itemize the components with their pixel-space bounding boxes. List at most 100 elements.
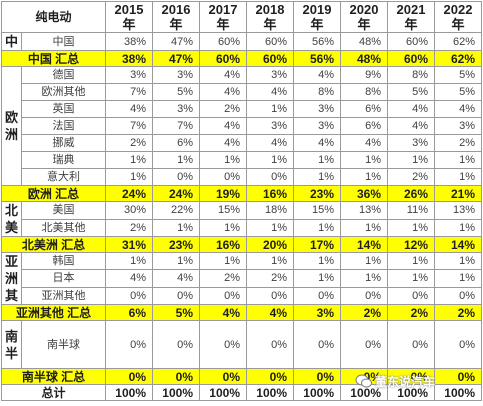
value-cell: 4% — [293, 134, 341, 152]
value-cell: 0% — [434, 286, 482, 306]
value-cell: 1% — [246, 100, 294, 118]
value-cell: 1% — [293, 168, 341, 186]
region-cell: 欧洲 — [1, 66, 22, 186]
region-cell: 北美 — [1, 201, 22, 237]
region-cell: 亚洲其 — [1, 252, 22, 305]
table-row: 日本 4% 4% 2% 2% 1% 1% 1% 1% — [2, 269, 482, 288]
country-cell: 意大利 — [21, 168, 106, 186]
value-cell: 4% — [387, 117, 435, 135]
country-cell: 法国 — [21, 117, 106, 135]
value-cell: 22% — [152, 201, 200, 220]
value-cell: 0% — [105, 368, 153, 385]
subtotal-row: 亚洲其他 汇总 6% 5% 4% 4% 3% 2% 2% 2% — [1, 304, 482, 321]
value-cell: 60% — [387, 32, 435, 51]
value-cell: 8% — [340, 83, 388, 101]
table-row: 南半南半球 0% 0% 0% 0% 0% 0% 0% 0% — [1, 320, 482, 369]
value-cell: 6% — [105, 304, 153, 321]
value-cell: 0% — [246, 286, 294, 306]
value-cell: 1% — [152, 251, 200, 271]
value-cell: 18% — [246, 201, 294, 220]
value-cell: 15% — [199, 201, 247, 220]
value-cell: 1% — [387, 269, 435, 288]
table-row: 瑞典 1% 1% 1% 1% 1% 1% 1% 1% — [2, 151, 482, 169]
country-cell: 南半球 — [21, 320, 106, 369]
value-cell: 4% — [293, 66, 341, 84]
value-cell: 4% — [246, 134, 294, 152]
year-header: 2021 年 — [387, 1, 435, 33]
value-cell: 7% — [105, 117, 153, 135]
value-cell: 21% — [434, 185, 482, 202]
value-cell: 1% — [199, 251, 247, 271]
value-cell: 4% — [246, 83, 294, 101]
value-cell: 0% — [293, 286, 341, 306]
country-cell: 中国 — [21, 32, 106, 51]
value-cell: 1% — [387, 251, 435, 271]
value-cell: 2% — [105, 218, 153, 237]
value-cell: 5% — [434, 66, 482, 84]
value-cell: 0% — [105, 320, 153, 369]
value-cell: 4% — [199, 66, 247, 84]
year-header: 2018 年 — [246, 1, 294, 33]
value-cell: 100% — [387, 384, 435, 401]
subtotal-row: 南半球 汇总 0% 0% 0% 0% 0% 0% 0% 0% — [1, 368, 482, 385]
value-cell: 47% — [152, 32, 200, 51]
value-cell: 100% — [340, 384, 388, 401]
value-cell: 0% — [199, 320, 247, 369]
value-cell: 100% — [434, 384, 482, 401]
region-cell: 中 — [1, 32, 22, 51]
value-cell: 13% — [340, 201, 388, 220]
value-cell: 3% — [246, 66, 294, 84]
value-cell: 1% — [152, 151, 200, 169]
value-cell: 38% — [105, 50, 153, 67]
value-cell: 3% — [434, 117, 482, 135]
value-cell: 4% — [246, 304, 294, 321]
value-cell: 4% — [434, 100, 482, 118]
value-cell: 1% — [293, 269, 341, 288]
value-cell: 48% — [340, 50, 388, 67]
table-row: 中中国 38% 47% 60% 60% 56% 48% 60% 62% — [1, 32, 482, 51]
subtotal-label: 南半球 汇总 — [1, 368, 106, 385]
subtotal-row: 欧洲 汇总 24% 24% 19% 16% 23% 36% 26% 21% — [1, 185, 482, 202]
value-cell: 3% — [246, 117, 294, 135]
value-cell: 0% — [387, 320, 435, 369]
value-cell: 3% — [387, 134, 435, 152]
value-cell: 12% — [387, 236, 435, 253]
value-cell: 4% — [105, 100, 153, 118]
value-cell: 100% — [246, 384, 294, 401]
country-cell: 德国 — [21, 66, 106, 84]
table-row: 北美美国 30% 22% 15% 18% 15% 13% 11% 13% — [1, 201, 482, 237]
value-cell: 4% — [152, 269, 200, 288]
value-cell: 2% — [340, 304, 388, 321]
value-cell: 5% — [434, 83, 482, 101]
table-row: 意大利 1% 0% 0% 0% 1% 1% 2% 1% — [2, 168, 482, 186]
value-cell: 0% — [152, 168, 200, 186]
value-cell: 26% — [387, 185, 435, 202]
table-row: 法国 7% 7% 4% 3% 3% 6% 4% 3% — [2, 117, 482, 135]
value-cell: 4% — [199, 134, 247, 152]
value-cell: 1% — [293, 218, 341, 237]
value-cell: 0% — [246, 168, 294, 186]
value-cell: 15% — [293, 201, 341, 220]
value-cell: 0% — [199, 168, 247, 186]
value-cell: 4% — [199, 304, 247, 321]
value-cell: 9% — [340, 66, 388, 84]
year-header: 2015 年 — [105, 1, 153, 33]
value-cell: 0% — [152, 286, 200, 306]
value-cell: 23% — [152, 236, 200, 253]
value-cell: 0% — [105, 286, 153, 306]
value-cell: 13% — [434, 201, 482, 220]
country-cell: 亚洲其他 — [21, 286, 106, 306]
table-row: 挪威 2% 6% 4% 4% 4% 4% 3% 2% — [2, 134, 482, 152]
value-cell: 3% — [293, 100, 341, 118]
value-cell: 1% — [105, 151, 153, 169]
value-cell: 5% — [152, 304, 200, 321]
year-header: 2020 年 — [340, 1, 388, 33]
subtotal-label: 欧洲 汇总 — [1, 185, 106, 202]
value-cell: 1% — [387, 218, 435, 237]
value-cell: 100% — [199, 384, 247, 401]
value-cell: 24% — [152, 185, 200, 202]
region-cell: 南半 — [1, 320, 22, 369]
subtotal-label: 北美洲 汇总 — [1, 236, 106, 253]
value-cell: 60% — [387, 50, 435, 67]
